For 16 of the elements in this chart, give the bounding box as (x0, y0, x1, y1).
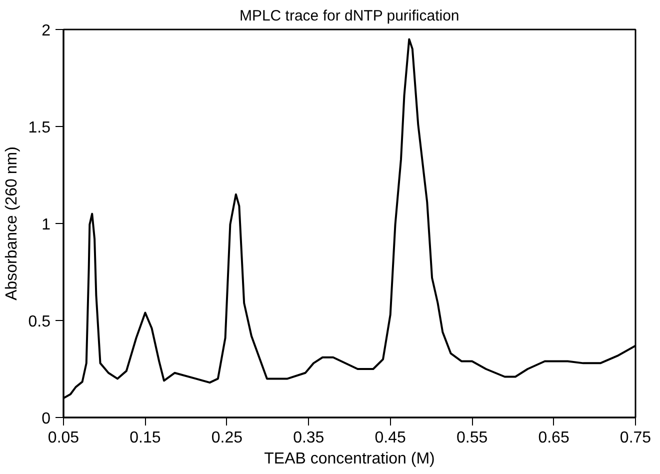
x-tick-label: 0.55 (456, 430, 488, 446)
y-tick-label: 0 (42, 410, 51, 428)
y-tick-label: 0.5 (28, 314, 51, 330)
x-tick-label: 0.65 (538, 430, 570, 446)
chart-title: MPLC trace for dNTP purification (239, 8, 460, 24)
y-tick-label: 2 (42, 22, 51, 40)
x-axis-title: TEAB concentration (M) (264, 450, 435, 468)
x-tick-label: 0.25 (211, 430, 243, 446)
x-tick-label: 0.35 (293, 430, 324, 446)
x-tick-label: 0.05 (48, 430, 80, 446)
x-tick-label: 0.75 (620, 430, 652, 446)
y-tick-label: 1.5 (28, 120, 51, 136)
x-tick-label: 0.45 (374, 430, 406, 446)
y-tick-label: 1 (42, 216, 51, 234)
x-tick-label: 0.15 (130, 430, 161, 446)
y-axis-title: Absorbance (260 nm) (3, 146, 20, 300)
